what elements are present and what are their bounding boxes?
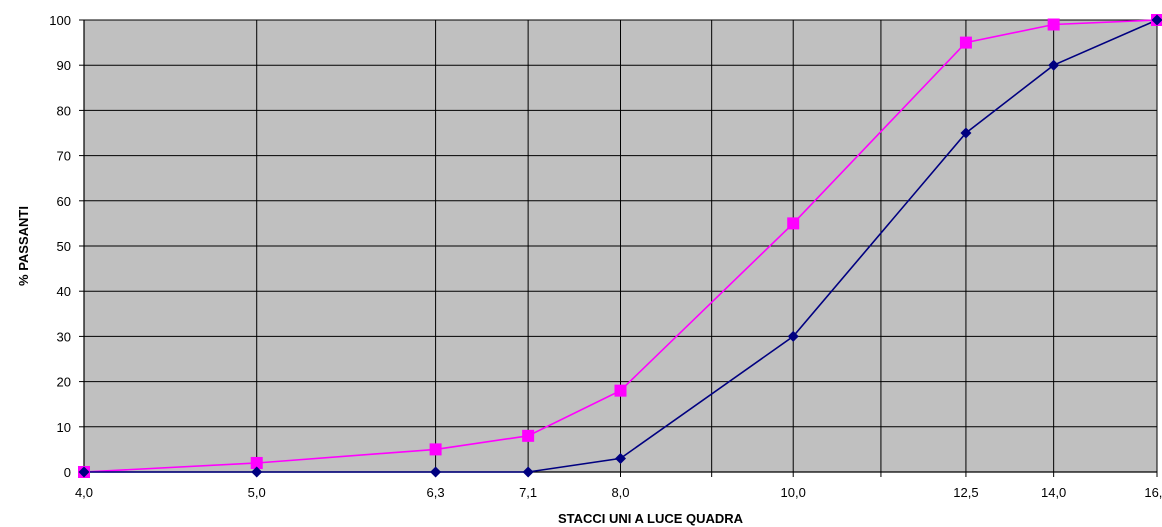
diamond-marker <box>430 466 442 478</box>
x-tick-label: 8,0 <box>611 485 629 500</box>
x-tick-label: 5,0 <box>248 485 266 500</box>
square-marker <box>429 443 442 456</box>
square-marker <box>1047 18 1060 31</box>
diamond-marker <box>960 127 972 139</box>
y-tick-label: 50 <box>57 239 71 254</box>
x-tick-label: 10,0 <box>781 485 806 500</box>
y-tick-label: 40 <box>57 284 71 299</box>
x-tick-label: 6,3 <box>427 485 445 500</box>
square-marker <box>522 429 535 442</box>
diamond-marker <box>78 466 90 478</box>
diamond-marker <box>1048 59 1060 71</box>
tick-labels: 0 10 20 30 40 50 60 70 80 90 100 4,0 5,0 6,3 7,1 8,0 10,… <box>49 13 1162 500</box>
x-tick-label: 14,0 <box>1041 485 1066 500</box>
y-axis-title: % PASSANTI <box>16 206 31 286</box>
x-tick-label: 16,0 <box>1144 485 1162 500</box>
x-tick-label: 4,0 <box>75 485 93 500</box>
x-axis-title: STACCI UNI A LUCE QUADRA <box>558 511 744 526</box>
y-tick-label: 0 <box>64 465 71 480</box>
y-tick-label: 100 <box>49 13 71 28</box>
diamond-marker <box>522 466 534 478</box>
y-tick-label: 60 <box>57 194 71 209</box>
y-tick-label: 30 <box>57 329 71 344</box>
y-tick-label: 90 <box>57 58 71 73</box>
y-tick-label: 10 <box>57 420 71 435</box>
series-markers <box>78 14 1162 478</box>
x-tick-label: 7,1 <box>519 485 537 500</box>
y-tick-label: 20 <box>57 375 71 390</box>
square-marker <box>250 456 263 469</box>
diamond-marker <box>1151 14 1162 26</box>
square-marker <box>787 217 800 230</box>
y-tick-label: 80 <box>57 103 71 118</box>
diamond-marker <box>787 330 799 342</box>
y-tick-label: 70 <box>57 149 71 164</box>
square-marker <box>959 36 972 49</box>
diamond-marker <box>615 452 626 464</box>
square-marker <box>614 384 627 397</box>
diamond-marker <box>251 466 263 478</box>
x-tick-label: 12,5 <box>953 485 978 500</box>
